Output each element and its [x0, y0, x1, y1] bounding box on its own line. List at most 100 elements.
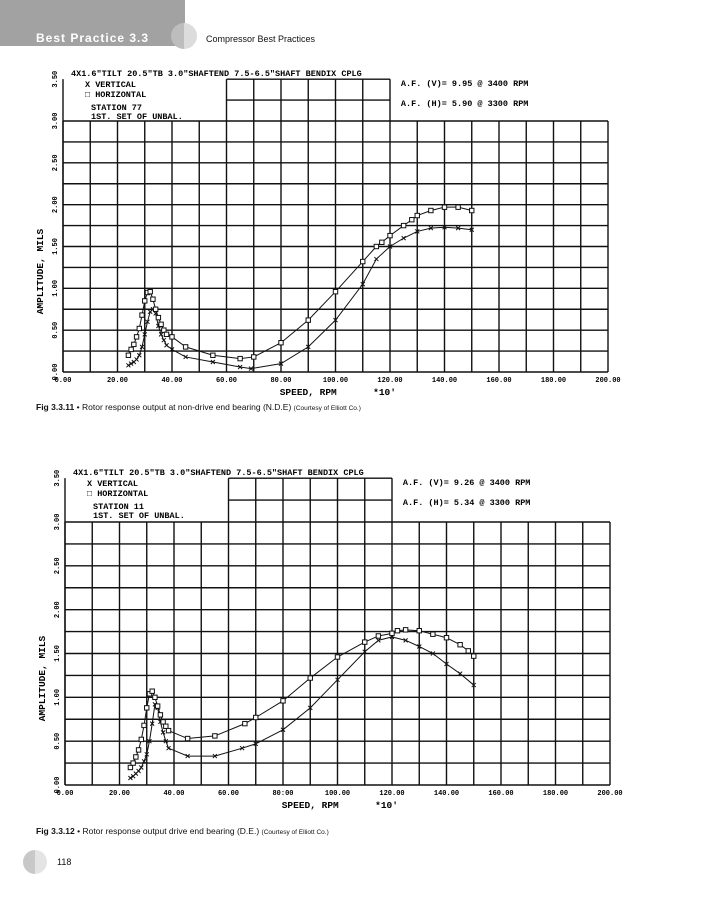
data-point-vertical — [253, 741, 259, 747]
station-label: STATION 77 — [91, 103, 142, 113]
data-point-vertical — [142, 331, 148, 337]
caption-text: Rotor response output at non-drive end b… — [81, 402, 292, 412]
y-tick-label: 1.50 — [52, 238, 60, 255]
x-tick-label: 0.00 — [55, 377, 72, 385]
y-tick-label: 0.00 — [52, 364, 60, 381]
x-tick-label: 180.00 — [543, 790, 568, 798]
section-title: Best Practice 3.3 — [36, 31, 150, 45]
legend-vertical: X VERTICAL — [85, 80, 136, 90]
x-tick-label: 40.00 — [163, 790, 184, 798]
data-point-horizontal — [141, 722, 147, 729]
data-point-vertical — [469, 227, 475, 233]
data-point-vertical — [138, 765, 144, 770]
data-point-vertical — [144, 751, 150, 757]
data-point-horizontal — [307, 675, 313, 681]
data-point-horizontal — [127, 764, 134, 771]
data-point-horizontal — [334, 654, 341, 660]
series-line-vertical — [128, 226, 472, 370]
data-point-horizontal — [237, 355, 243, 362]
data-point-horizontal — [471, 653, 477, 659]
data-point-horizontal — [457, 642, 463, 648]
data-point-vertical — [376, 637, 381, 643]
data-point-horizontal — [428, 207, 434, 214]
x-tick-label: 180.00 — [541, 377, 566, 385]
y-tick-label: 3.00 — [54, 514, 62, 531]
data-point-vertical — [442, 224, 447, 230]
data-point-horizontal — [161, 327, 167, 333]
running-title: Compressor Best Practices — [206, 34, 316, 44]
data-point-horizontal — [125, 352, 132, 358]
data-point-vertical — [128, 775, 133, 781]
x-tick-label: 140.00 — [432, 377, 457, 385]
y-axis-label: AMPLITUDE, MILS — [37, 635, 48, 721]
y-tick-label: 0.00 — [54, 777, 62, 794]
data-point-horizontal — [332, 288, 339, 295]
data-point-vertical — [161, 337, 167, 343]
data-point-vertical — [126, 362, 131, 368]
y-tick-label: 1.50 — [54, 645, 62, 662]
x-tick-label: 20.00 — [109, 790, 130, 798]
series-line-horizontal — [129, 629, 475, 768]
data-point-horizontal — [389, 630, 395, 637]
data-point-horizontal — [130, 760, 136, 766]
data-point-horizontal — [169, 334, 175, 340]
data-point-horizontal — [443, 635, 450, 641]
data-point-horizontal — [416, 628, 422, 634]
data-point-vertical — [428, 225, 434, 231]
y-tick-label: 0.50 — [52, 322, 60, 339]
x-tick-label: 100.00 — [325, 790, 350, 798]
y-tick-label: 2.00 — [52, 196, 60, 213]
data-point-vertical — [457, 671, 463, 677]
x-tick-label: 0.00 — [57, 790, 74, 798]
data-point-horizontal — [414, 212, 420, 219]
series-line-horizontal — [127, 206, 472, 360]
y-tick-label: 3.50 — [52, 71, 60, 88]
legend-vertical: X VERTICAL — [87, 479, 138, 489]
rotor-response-chart-de: 0.00 0.50 1.00 1.50 2.00 2.50 3.00 3.50 0.00 20.0… — [37, 468, 623, 811]
legend-horizontal: □ HORIZONTAL — [85, 90, 146, 100]
data-point-vertical — [374, 256, 379, 262]
data-point-vertical — [136, 768, 141, 774]
data-point-horizontal — [139, 312, 145, 318]
x-tick-label: 80:00 — [272, 790, 293, 798]
data-point-horizontal — [360, 258, 366, 265]
data-point-horizontal — [400, 222, 407, 229]
data-point-vertical — [163, 738, 169, 744]
data-point-horizontal — [469, 207, 475, 214]
data-point-vertical — [403, 637, 408, 643]
legend-horizontal: □ HORIZONTAL — [87, 489, 148, 499]
y-tick-label: 3.00 — [52, 113, 60, 130]
x-tick-label: 60.00 — [216, 377, 237, 385]
data-point-vertical — [360, 281, 366, 287]
data-point-horizontal — [465, 648, 472, 654]
data-point-vertical — [134, 357, 139, 362]
data-point-horizontal — [131, 341, 137, 348]
x-tick-label: 100.00 — [323, 377, 348, 385]
x-tick-label: 80.00 — [270, 377, 291, 385]
data-point-vertical — [248, 366, 254, 372]
data-point-vertical — [145, 319, 150, 325]
data-point-horizontal — [155, 314, 162, 321]
data-point-vertical — [335, 677, 340, 683]
x-axis-label: SPEED, RPM — [280, 387, 337, 398]
y-tick-label: 2.00 — [54, 601, 62, 618]
data-point-vertical — [455, 225, 461, 231]
data-point-horizontal — [138, 736, 145, 743]
data-point-horizontal — [182, 344, 189, 350]
data-point-horizontal — [158, 321, 164, 328]
data-point-vertical — [237, 364, 243, 370]
data-point-horizontal — [165, 727, 172, 734]
page-tab-circle — [23, 850, 47, 874]
x-axis-label: SPEED, RPM — [282, 800, 339, 811]
data-point-vertical — [141, 758, 147, 764]
y-tick-label: 1.00 — [52, 280, 60, 297]
caption-credit: (Courtesy of Elliott Co.) — [261, 829, 329, 836]
data-point-horizontal — [163, 331, 170, 338]
y-tick-label: 0.50 — [54, 733, 62, 750]
data-point-horizontal — [136, 325, 143, 332]
data-point-horizontal — [387, 232, 393, 239]
chart-title: 4X1.6"TILT 20.5"TB 3.0"SHAFTEND 7.5-6.5"… — [73, 468, 364, 478]
data-point-vertical — [136, 352, 142, 358]
data-point-vertical — [307, 705, 313, 711]
data-point-vertical — [387, 244, 393, 249]
